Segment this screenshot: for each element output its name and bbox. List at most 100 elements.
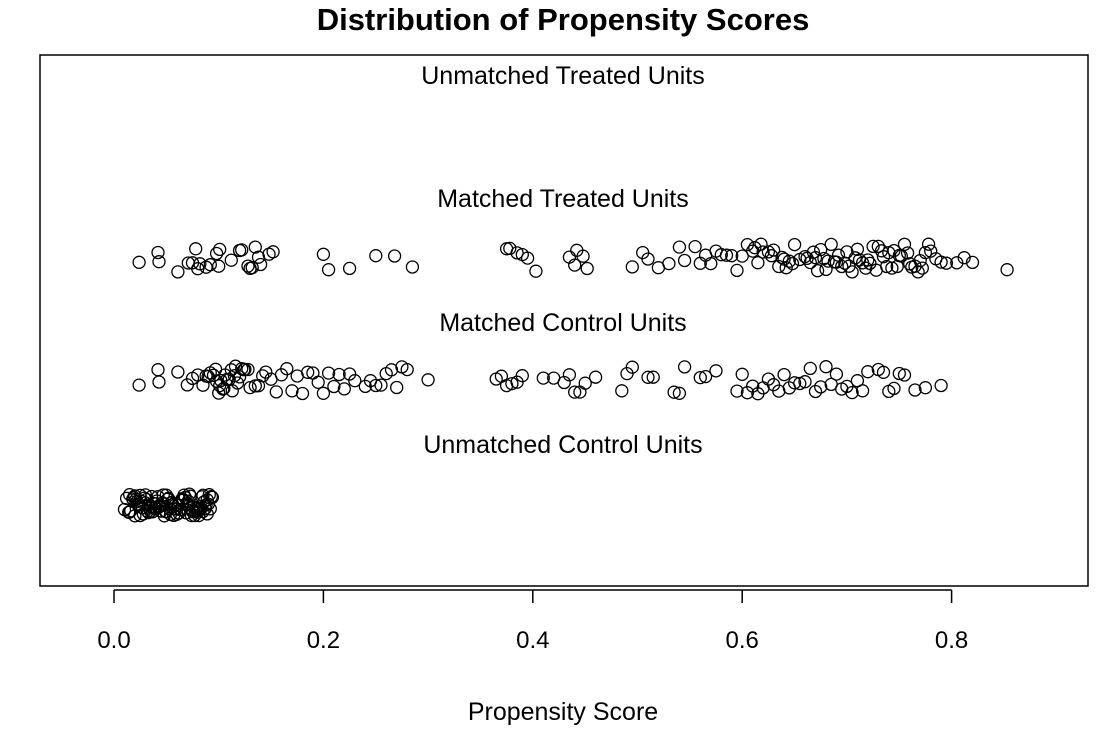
data-point	[280, 362, 294, 376]
data-point	[316, 247, 331, 261]
data-point	[709, 364, 723, 378]
data-point	[421, 373, 435, 387]
data-point	[175, 492, 189, 506]
data-point	[327, 379, 341, 394]
data-point	[950, 256, 964, 270]
data-point	[688, 239, 702, 254]
data-point	[529, 264, 543, 278]
data-point	[615, 384, 629, 398]
data-point	[154, 504, 168, 518]
data-point	[787, 376, 802, 390]
group-label-matched-control: Matched Control Units	[439, 309, 686, 337]
data-point	[719, 248, 734, 262]
data-point	[908, 383, 922, 397]
data-point	[238, 362, 252, 377]
data-point	[503, 241, 517, 256]
data-point	[939, 256, 954, 270]
data-point	[662, 256, 676, 271]
data-point	[536, 371, 550, 385]
data-point	[782, 254, 796, 268]
x-tick-label: 0.2	[307, 627, 340, 654]
data-point	[259, 365, 273, 379]
data-point	[285, 384, 299, 398]
data-point	[141, 505, 156, 520]
data-point	[171, 265, 185, 279]
x-tick-label: 0.8	[935, 627, 968, 654]
data-point	[203, 258, 217, 272]
data-point	[204, 489, 219, 504]
data-point	[348, 374, 362, 388]
data-point	[677, 360, 692, 374]
data-point	[332, 367, 346, 382]
data-point	[730, 384, 744, 398]
data-point	[342, 367, 357, 381]
data-point	[390, 380, 404, 395]
data-point	[859, 261, 873, 275]
data-point	[866, 239, 880, 254]
data-point	[588, 370, 603, 384]
data-point	[625, 360, 639, 374]
data-point	[918, 245, 933, 260]
data-point	[806, 245, 821, 259]
data-point	[337, 382, 351, 396]
data-point	[831, 248, 846, 262]
data-point	[568, 258, 582, 272]
data-point	[829, 367, 844, 381]
data-point	[138, 488, 153, 502]
plot-area	[39, 54, 1089, 587]
data-point	[915, 261, 929, 275]
data-point	[885, 261, 899, 275]
data-point	[245, 260, 259, 275]
data-point	[191, 368, 205, 382]
data-point	[230, 376, 245, 390]
data-point	[814, 242, 828, 257]
data-point	[876, 365, 891, 379]
data-point	[704, 256, 718, 271]
data-points	[117, 237, 1014, 523]
data-point	[151, 245, 165, 260]
x-tick-label: 0.0	[97, 627, 130, 654]
data-point	[224, 253, 238, 267]
data-point	[189, 501, 203, 515]
data-point	[756, 245, 770, 259]
data-point	[808, 384, 823, 399]
data-point	[777, 367, 791, 382]
data-point	[400, 362, 414, 377]
data-point	[384, 363, 399, 377]
data-point	[568, 385, 582, 399]
data-point	[369, 378, 383, 393]
data-point	[243, 380, 257, 395]
group-label-unmatched-control: Unmatched Control Units	[423, 431, 702, 459]
data-point	[196, 488, 210, 502]
data-point	[754, 237, 768, 251]
data-point	[798, 375, 812, 389]
data-point	[845, 265, 859, 279]
data-point	[123, 487, 137, 502]
data-point	[132, 378, 146, 392]
data-point	[819, 360, 833, 374]
data-point	[934, 378, 948, 393]
data-point	[573, 385, 587, 399]
x-tick-label: 0.4	[516, 627, 549, 654]
data-point	[374, 378, 388, 392]
data-point	[821, 254, 835, 268]
data-point	[785, 256, 800, 271]
data-point	[253, 257, 268, 272]
data-point	[321, 263, 336, 277]
data-point	[316, 386, 331, 400]
data-point	[880, 259, 894, 274]
group-labels: Unmatched Treated Units Matched Treated …	[421, 62, 704, 459]
data-point	[172, 506, 186, 520]
data-point	[227, 369, 242, 383]
data-point	[766, 243, 781, 257]
data-point	[845, 385, 859, 400]
data-point	[764, 249, 779, 263]
data-point	[405, 260, 420, 274]
data-point	[646, 370, 660, 384]
data-point	[814, 380, 828, 394]
data-point	[266, 245, 280, 259]
data-point	[189, 242, 203, 256]
data-point	[515, 369, 529, 383]
data-point	[824, 237, 838, 252]
